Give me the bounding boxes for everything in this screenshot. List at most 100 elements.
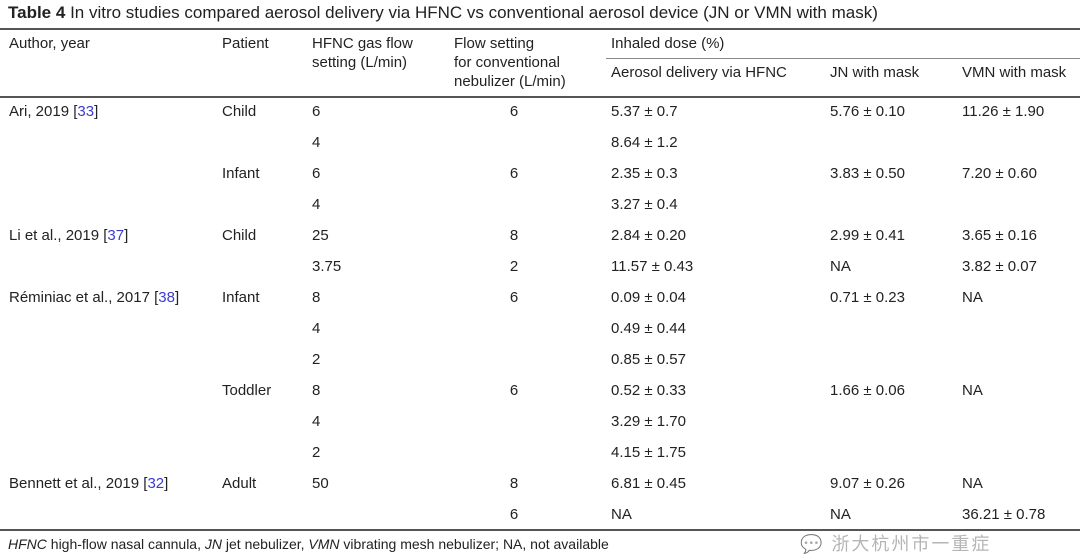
- header-line: setting (L/min): [312, 54, 408, 71]
- reference-link[interactable]: 37: [107, 227, 125, 244]
- cell-hfnc: 50: [312, 474, 329, 493]
- cell-text: NA: [611, 506, 632, 523]
- cell-text: Li et al., 2019: [9, 227, 100, 244]
- cell-via-hfnc: 11.57 ± 0.43: [611, 257, 693, 276]
- cell-text: 2: [509, 258, 519, 275]
- cell-jn: 1.66 ± 0.06: [830, 381, 905, 400]
- header-line: Flow setting: [454, 35, 535, 52]
- cell-text: 8: [312, 289, 321, 306]
- cell-text: 0.71 ± 0.23: [830, 289, 905, 306]
- reference-link[interactable]: 33: [77, 103, 95, 120]
- cell-patient: Adult: [222, 474, 256, 493]
- table-caption: In vitro studies compared aerosol delive…: [70, 3, 878, 22]
- cell-text: 2.99 ± 0.41: [830, 227, 905, 244]
- footnote: HFNC high-flow nasal cannula, JN jet neb…: [8, 535, 609, 554]
- cell-hfnc: 6: [312, 102, 320, 121]
- fn-def: jet nebulizer,: [222, 536, 309, 552]
- header-patient: Patient: [222, 35, 269, 52]
- reference-link[interactable]: 38: [158, 289, 175, 306]
- cell-text: Child: [222, 227, 257, 244]
- table-label: Table 4: [8, 3, 66, 22]
- cell-vmn: 3.65 ± 0.16: [962, 226, 1037, 245]
- cell-via-hfnc: 4.15 ± 1.75: [611, 443, 686, 462]
- cell-text: 3.65 ± 0.16: [962, 227, 1037, 244]
- cell-via-hfnc: 0.85 ± 0.57: [611, 350, 686, 369]
- top-rule: [0, 28, 1080, 30]
- cell-text: 8: [509, 227, 519, 244]
- cell-text: Réminiac et al., 2017: [9, 289, 150, 306]
- watermark: 💬 浙大杭州市一重症: [800, 533, 991, 555]
- cell-text: NA: [830, 506, 851, 523]
- cell-jn: NA: [830, 505, 851, 524]
- cell-jn: 2.99 ± 0.41: [830, 226, 905, 245]
- cell-text: 2.84 ± 0.20: [611, 227, 686, 244]
- cell-text: 4.15 ± 1.75: [611, 444, 686, 461]
- cell-vmn: NA: [962, 381, 983, 400]
- cell-conv: 6: [484, 381, 544, 400]
- cell-hfnc: 6: [312, 164, 320, 183]
- cell-text: 4: [312, 196, 321, 213]
- cell-vmn: 36.21 ± 0.78: [962, 505, 1045, 524]
- cell-conv: 8: [484, 474, 544, 493]
- header-jn: JN with mask: [830, 64, 920, 81]
- cell-text: Ari, 2019: [9, 103, 70, 120]
- cell-conv: 8: [484, 226, 544, 245]
- cell-jn: 5.76 ± 0.10: [830, 102, 905, 121]
- cell-text: NA: [962, 289, 983, 306]
- cell-text: 2: [312, 444, 321, 461]
- header-vmn: VMN with mask: [962, 64, 1067, 81]
- cell-via-hfnc: 0.52 ± 0.33: [611, 381, 686, 400]
- cell-via-hfnc: 2.35 ± 0.3: [611, 164, 678, 183]
- header-via-hfnc: Aerosol delivery via HFNC: [611, 64, 787, 81]
- cell-text: 50: [312, 475, 329, 492]
- cell-jn: NA: [830, 257, 851, 276]
- cell-text: 5.76 ± 0.10: [830, 103, 905, 120]
- cell-text: 8.64 ± 1.2: [611, 134, 678, 151]
- cell-patient: Toddler: [222, 381, 271, 400]
- cell-via-hfnc: 0.49 ± 0.44: [611, 319, 686, 338]
- cell-hfnc: 8: [312, 381, 320, 400]
- cell-conv: 2: [484, 257, 544, 276]
- cell-text: 11.26 ± 1.90: [962, 103, 1045, 120]
- cell-text: 5.37 ± 0.7: [611, 103, 678, 120]
- cell-text: 3.83 ± 0.50: [830, 165, 905, 182]
- cell-text: 0.49 ± 0.44: [611, 320, 686, 337]
- cell-conv: 6: [484, 288, 544, 307]
- cell-author: Réminiac et al., 2017 [38]: [9, 289, 180, 306]
- subheader-rule: [606, 58, 1080, 59]
- cell-text: 8: [509, 475, 519, 492]
- cell-text: 4: [312, 320, 321, 337]
- cell-vmn: 7.20 ± 0.60: [962, 164, 1037, 183]
- cell-via-hfnc: 3.29 ± 1.70: [611, 412, 686, 431]
- cell-text: 7.20 ± 0.60: [962, 165, 1037, 182]
- cell-text: 0.85 ± 0.57: [611, 351, 686, 368]
- cell-text: 6.81 ± 0.45: [611, 475, 686, 492]
- cell-text: 1.66 ± 0.06: [830, 382, 905, 399]
- header-author: Author, year: [9, 35, 90, 52]
- header-rule: [0, 96, 1080, 98]
- cell-text: 9.07 ± 0.26: [830, 475, 905, 492]
- cell-text: 6: [312, 103, 321, 120]
- cell-patient: Infant: [222, 288, 260, 307]
- cell-text: 4: [312, 134, 321, 151]
- cell-via-hfnc: 2.84 ± 0.20: [611, 226, 686, 245]
- cell-text: 3.29 ± 1.70: [611, 413, 686, 430]
- fn-abbr: HFNC: [8, 536, 47, 552]
- cell-text: 0.09 ± 0.04: [611, 289, 686, 306]
- header-line: HFNC gas flow: [312, 35, 413, 52]
- cell-text: 3.75: [312, 258, 342, 275]
- cell-hfnc: 3.75: [312, 257, 341, 276]
- cell-hfnc: 4: [312, 319, 320, 338]
- cell-hfnc: 4: [312, 195, 320, 214]
- cell-text: NA: [830, 258, 851, 275]
- cell-vmn: NA: [962, 288, 983, 307]
- fn-def: vibrating mesh nebulizer; NA, not availa…: [339, 536, 609, 552]
- cell-text: Adult: [222, 475, 257, 492]
- cell-text: Child: [222, 103, 257, 120]
- cell-patient: Infant: [222, 164, 260, 183]
- reference-link[interactable]: 32: [147, 475, 165, 492]
- wechat-icon: 💬: [800, 534, 825, 554]
- cell-via-hfnc: 0.09 ± 0.04: [611, 288, 686, 307]
- cell-jn: 3.83 ± 0.50: [830, 164, 905, 183]
- cell-text: 6: [509, 103, 519, 120]
